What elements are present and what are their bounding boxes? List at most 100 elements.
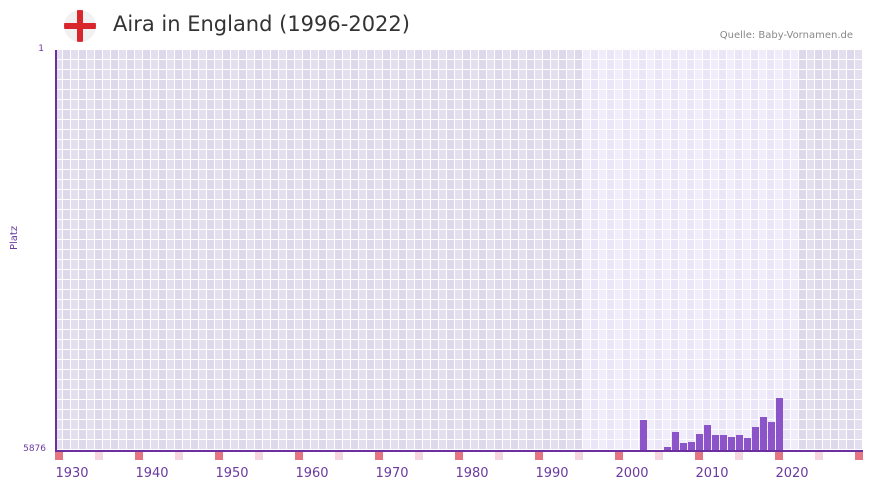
grid-column bbox=[535, 50, 542, 450]
bar-2013[interactable] bbox=[704, 425, 711, 450]
year-marker bbox=[175, 451, 183, 460]
grid-column bbox=[551, 50, 558, 450]
year-marker bbox=[495, 451, 503, 460]
grid-column bbox=[343, 50, 350, 450]
grid-column bbox=[183, 50, 190, 450]
chart-title: Aira in England (1996-2022) bbox=[113, 12, 410, 36]
grid-column bbox=[615, 50, 622, 450]
grid-column bbox=[431, 50, 438, 450]
grid-column bbox=[127, 50, 134, 450]
y-axis-line bbox=[55, 50, 57, 451]
grid-column bbox=[63, 50, 70, 450]
year-marker bbox=[455, 451, 463, 460]
bar-2010[interactable] bbox=[680, 442, 687, 450]
bar-2019[interactable] bbox=[752, 426, 759, 450]
grid-column bbox=[743, 50, 750, 450]
grid-column bbox=[543, 50, 550, 450]
x-tick-label: 1950 bbox=[215, 466, 249, 481]
grid-column bbox=[111, 50, 118, 450]
grid-column bbox=[559, 50, 566, 450]
england-flag-icon bbox=[64, 10, 96, 42]
year-marker bbox=[855, 451, 863, 460]
grid-column bbox=[847, 50, 854, 450]
year-marker bbox=[695, 451, 703, 460]
year-marker bbox=[375, 451, 383, 460]
grid-column bbox=[855, 50, 862, 450]
grid-column bbox=[199, 50, 206, 450]
grid-column bbox=[303, 50, 310, 450]
grid-column bbox=[79, 50, 86, 450]
x-tick-label: 1930 bbox=[55, 466, 89, 481]
grid-column bbox=[511, 50, 518, 450]
bar-2018[interactable] bbox=[744, 438, 751, 450]
x-tick-label: 1980 bbox=[455, 466, 489, 481]
year-marker bbox=[815, 451, 823, 460]
grid-column bbox=[215, 50, 222, 450]
grid-column bbox=[455, 50, 462, 450]
grid-column bbox=[831, 50, 838, 450]
grid-column bbox=[375, 50, 382, 450]
grid-column bbox=[639, 50, 646, 450]
grid-column bbox=[735, 50, 742, 450]
grid-column bbox=[839, 50, 846, 450]
grid-column bbox=[599, 50, 606, 450]
grid-column bbox=[271, 50, 278, 450]
grid-column bbox=[575, 50, 582, 450]
grid-column bbox=[191, 50, 198, 450]
bar-2017[interactable] bbox=[736, 435, 743, 450]
grid-column bbox=[719, 50, 726, 450]
grid-column bbox=[71, 50, 78, 450]
bar-2005[interactable] bbox=[640, 419, 647, 450]
grid-column bbox=[783, 50, 790, 450]
y-axis-label: Platz bbox=[9, 225, 20, 250]
grid-column bbox=[95, 50, 102, 450]
year-marker bbox=[655, 451, 663, 460]
grid-column bbox=[775, 50, 782, 450]
grid-column bbox=[607, 50, 614, 450]
y-tick-bottom: 5876 bbox=[23, 444, 46, 454]
bar-2008[interactable] bbox=[664, 447, 671, 450]
grid-column bbox=[159, 50, 166, 450]
grid-column bbox=[359, 50, 366, 450]
y-tick-top: 1 bbox=[38, 44, 44, 54]
bar-2022[interactable] bbox=[776, 397, 783, 450]
grid-column bbox=[591, 50, 598, 450]
grid-column bbox=[55, 50, 62, 450]
year-marker bbox=[775, 451, 783, 460]
grid-column bbox=[463, 50, 470, 450]
grid-column bbox=[351, 50, 358, 450]
year-marker bbox=[335, 451, 343, 460]
bar-2009[interactable] bbox=[672, 432, 679, 450]
grid-column bbox=[655, 50, 662, 450]
grid-column bbox=[207, 50, 214, 450]
grid-column bbox=[815, 50, 822, 450]
x-tick-label: 1990 bbox=[535, 466, 569, 481]
bar-2020[interactable] bbox=[760, 416, 767, 450]
grid-column bbox=[295, 50, 302, 450]
x-tick-label: 2010 bbox=[695, 466, 729, 481]
grid-column bbox=[231, 50, 238, 450]
grid-column bbox=[751, 50, 758, 450]
bar-2021[interactable] bbox=[768, 422, 775, 450]
grid-column bbox=[119, 50, 126, 450]
year-marker bbox=[135, 451, 143, 460]
grid-column bbox=[519, 50, 526, 450]
grid-column bbox=[239, 50, 246, 450]
bar-2014[interactable] bbox=[712, 435, 719, 450]
year-marker bbox=[615, 451, 623, 460]
grid-column bbox=[647, 50, 654, 450]
grid-column bbox=[327, 50, 334, 450]
grid-column bbox=[143, 50, 150, 450]
grid-column bbox=[391, 50, 398, 450]
grid-column bbox=[527, 50, 534, 450]
grid-column bbox=[631, 50, 638, 450]
grid-column bbox=[151, 50, 158, 450]
grid-column bbox=[727, 50, 734, 450]
grid-column bbox=[103, 50, 110, 450]
bar-2015[interactable] bbox=[720, 435, 727, 450]
bar-2016[interactable] bbox=[728, 436, 735, 450]
bar-2011[interactable] bbox=[688, 441, 695, 450]
year-marker bbox=[95, 451, 103, 460]
bar-2012[interactable] bbox=[696, 434, 703, 450]
grid-column bbox=[399, 50, 406, 450]
